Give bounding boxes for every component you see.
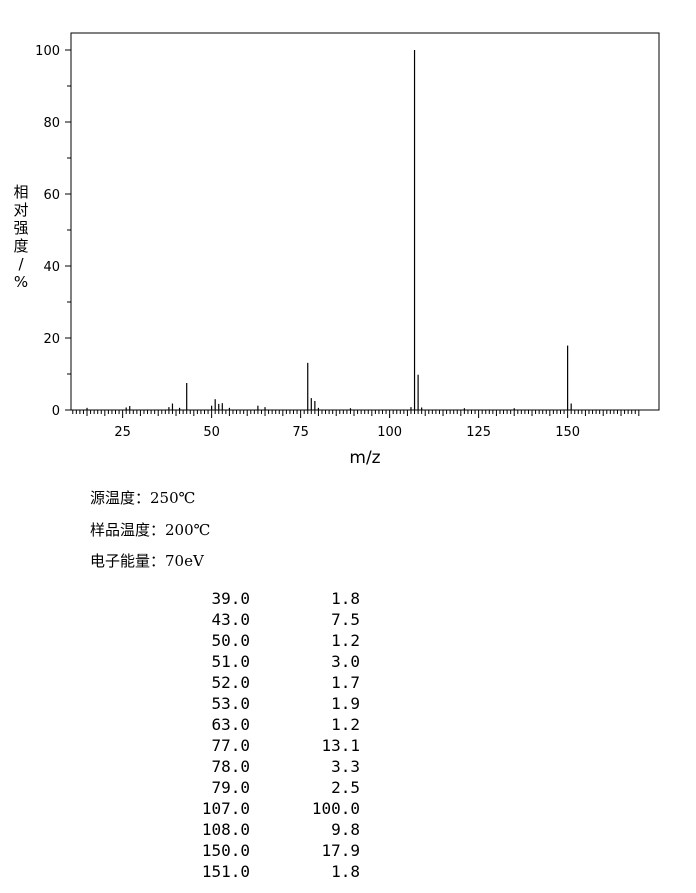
- y-tick-label: 20: [43, 332, 60, 347]
- sample-temperature: 样品温度：200℃: [90, 521, 211, 539]
- peak-intensity: 1.2: [331, 631, 360, 650]
- peak-mz: 52.0: [211, 673, 250, 692]
- peak-table-row: 107.0 100.0: [160, 798, 360, 819]
- peak-mz: 77.0: [211, 736, 250, 755]
- peak-intensity: 1.8: [331, 862, 360, 881]
- y-tick-label: 80: [43, 116, 60, 131]
- peak-mz: 78.0: [211, 757, 250, 776]
- peak-mz: 79.0: [211, 778, 250, 797]
- peak-intensity: 1.8: [331, 589, 360, 608]
- x-tick-label: 75: [292, 425, 309, 440]
- peak-intensity: 1.2: [331, 715, 360, 734]
- y-tick-label: 40: [43, 260, 60, 275]
- peak-mz: 63.0: [211, 715, 250, 734]
- peak-mz: 50.0: [211, 631, 250, 650]
- peak-table-row: 108.0 9.8: [160, 819, 360, 840]
- y-tick-label: 0: [52, 404, 60, 419]
- x-axis-label: m/z: [349, 448, 380, 468]
- plot-frame: [70, 32, 660, 411]
- peak-mz: 107.0: [201, 799, 250, 818]
- peak-table: 39.0 1.8 43.0 7.5 50.0 1.2 51.0 3.0 52.0 1.7 53.0 1…: [160, 588, 360, 882]
- peak-table-row: 39.0 1.8: [160, 588, 360, 609]
- electron-energy: 电子能量：70eV: [90, 552, 204, 570]
- peak-mz: 108.0: [201, 820, 250, 839]
- peak-table-row: 150.0 17.9: [160, 840, 360, 861]
- peak-mz: 39.0: [211, 589, 250, 608]
- peak-table-row: 79.0 2.5: [160, 777, 360, 798]
- x-tick-label: 150: [555, 425, 580, 440]
- peak-table-row: 63.0 1.2: [160, 714, 360, 735]
- peak-intensity: 17.9: [321, 841, 360, 860]
- peak-mz: 53.0: [211, 694, 250, 713]
- source-temperature: 源温度：250℃: [90, 489, 196, 507]
- peak-intensity: 3.3: [331, 757, 360, 776]
- peak-intensity: 1.9: [331, 694, 360, 713]
- peak-mz: 151.0: [201, 862, 250, 881]
- peak-table-row: 43.0 7.5: [160, 609, 360, 630]
- peak-intensity: 2.5: [331, 778, 360, 797]
- x-tick-label: 125: [466, 425, 491, 440]
- peak-intensity: 100.0: [311, 799, 360, 818]
- mass-spectrum-chart: 0 20 40 60 80 100 25 50 75 100 125 150 m/z 相对强度/%: [13, 32, 660, 468]
- y-tick-label: 100: [35, 44, 60, 59]
- peak-intensity: 3.0: [331, 652, 360, 671]
- y-tick-label: 60: [43, 188, 60, 203]
- x-tick-label: 100: [377, 425, 402, 440]
- peak-table-row: 78.0 3.3: [160, 756, 360, 777]
- peak-table-row: 50.0 1.2: [160, 630, 360, 651]
- peak-table-row: 53.0 1.9: [160, 693, 360, 714]
- peak-mz: 43.0: [211, 610, 250, 629]
- peak-table-row: 151.0 1.8: [160, 861, 360, 882]
- peak-table-row: 77.0 13.1: [160, 735, 360, 756]
- peak-intensity: 7.5: [331, 610, 360, 629]
- peak-intensity: 9.8: [331, 820, 360, 839]
- peak-table-row: 52.0 1.7: [160, 672, 360, 693]
- y-axis-label: 相对强度/%: [13, 183, 28, 291]
- peak-table-row: 51.0 3.0: [160, 651, 360, 672]
- peak-mz: 51.0: [211, 652, 250, 671]
- x-tick-label: 25: [114, 425, 131, 440]
- peak-mz: 150.0: [201, 841, 250, 860]
- peak-intensity: 13.1: [321, 736, 360, 755]
- x-tick-label: 50: [203, 425, 220, 440]
- peak-intensity: 1.7: [331, 673, 360, 692]
